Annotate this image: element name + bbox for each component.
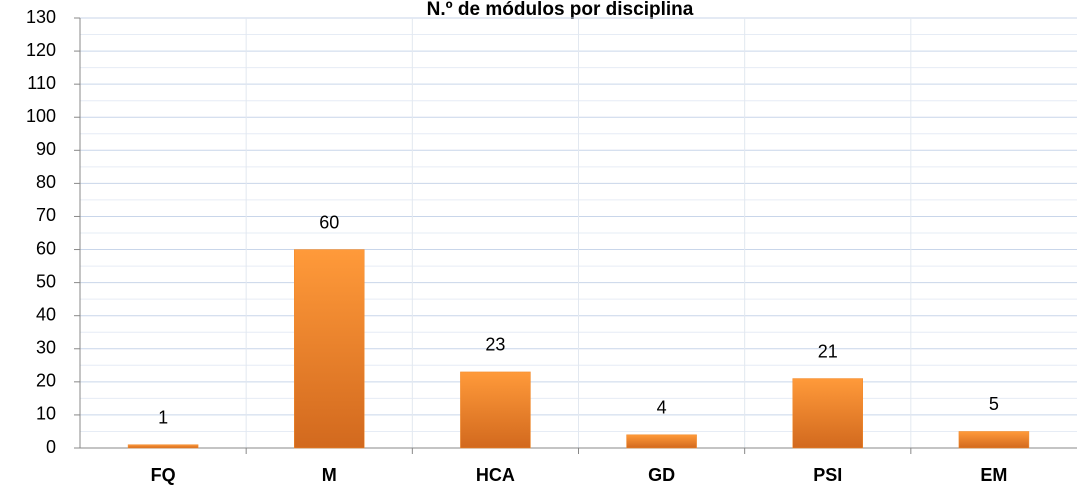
data-label: 21 [818, 341, 838, 361]
y-tick-label: 90 [36, 139, 56, 159]
data-label: 4 [657, 398, 667, 418]
y-tick-label: 60 [36, 238, 56, 258]
bar [460, 371, 531, 449]
bar [958, 431, 1030, 449]
x-tick-label: PSI [813, 465, 842, 485]
x-tick-label: HCA [476, 465, 515, 485]
y-tick-label: 80 [36, 172, 56, 192]
data-label: 1 [158, 407, 168, 427]
x-tick-label: EM [980, 465, 1007, 485]
y-tick-label: 50 [36, 271, 56, 291]
x-tick-label: M [322, 465, 337, 485]
bar [294, 249, 365, 449]
y-tick-label: 20 [36, 371, 56, 391]
data-label: 5 [989, 394, 999, 414]
data-label: 60 [319, 212, 339, 232]
y-tick-label: 100 [26, 106, 56, 126]
y-tick-label: 10 [36, 404, 56, 424]
x-tick-label: FQ [151, 465, 176, 485]
y-tick-label: 130 [26, 7, 56, 27]
y-tick-label: 0 [46, 437, 56, 457]
y-tick-label: 110 [27, 73, 56, 93]
bar [626, 434, 697, 449]
y-tick-label: 30 [36, 338, 56, 358]
y-tick-label: 40 [36, 304, 56, 324]
chart-title: N.º de módulos por disciplina [427, 0, 694, 20]
x-tick-label: GD [648, 465, 675, 485]
bar [792, 378, 863, 449]
bar [127, 444, 199, 449]
data-label: 23 [485, 335, 505, 355]
y-tick-label: 70 [36, 205, 56, 225]
y-tick-label: 120 [26, 40, 56, 60]
